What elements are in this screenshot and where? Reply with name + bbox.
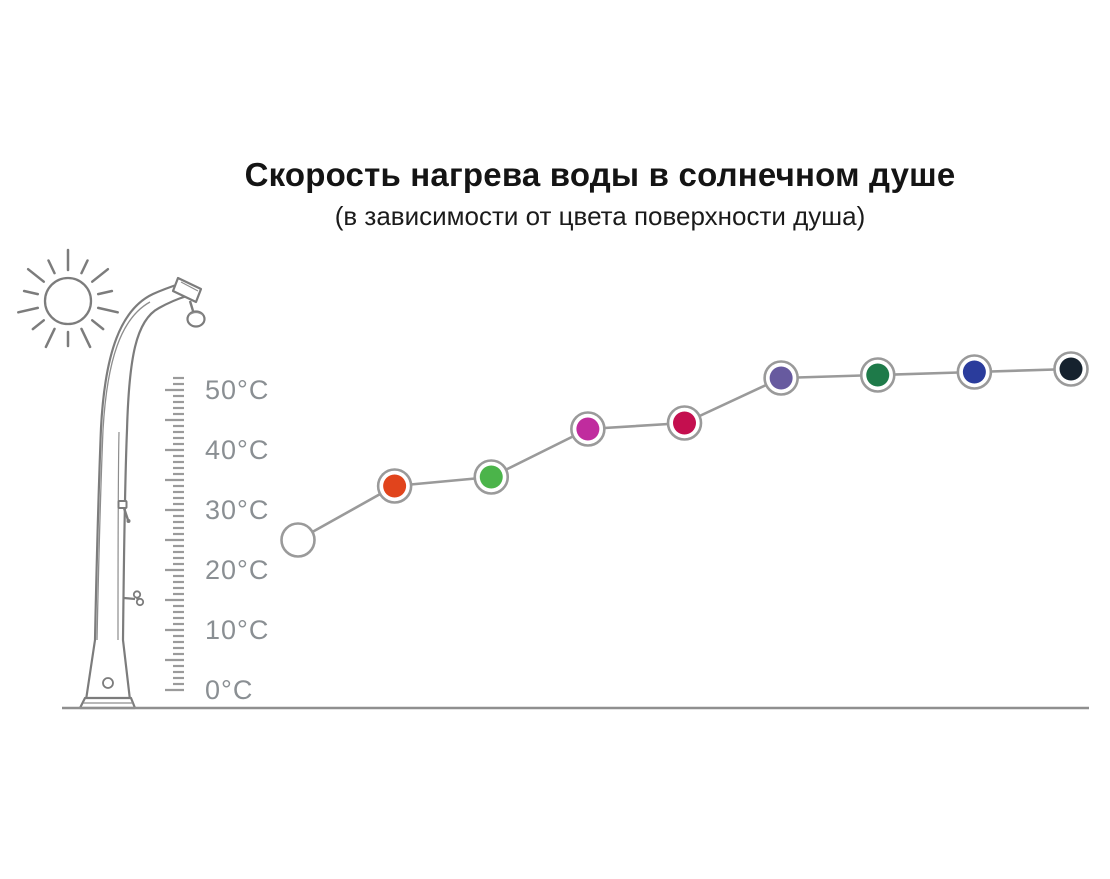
shower-inner-line-right (117, 431, 120, 641)
data-point-crimson (666, 405, 703, 441)
sun-rays (17, 248, 119, 349)
marker-fill (576, 417, 600, 441)
temperature-ruler (165, 376, 184, 692)
solar-shower-illustration (78, 276, 206, 710)
marker-fill (866, 363, 890, 387)
temperature-tick-label: 30°C (205, 495, 269, 525)
shower-drain-detail (102, 677, 114, 689)
marker-fill (962, 360, 986, 384)
marker-fill (383, 474, 407, 498)
shower-top-cap (171, 276, 203, 304)
shower-tap-upper (117, 500, 131, 523)
marker-fill (673, 411, 696, 435)
temperature-tick-label: 10°C (205, 615, 269, 645)
marker-fill (769, 366, 793, 390)
title-block: Скорость нагрева воды в солнечном душе (… (90, 156, 1110, 232)
sun-icon (17, 248, 119, 349)
temperature-scale-labels: 0°C 10°C 20°C 30°C 40°C 50°C (205, 375, 269, 705)
shower-valve-lower (123, 590, 145, 607)
temperature-tick-label: 0°C (205, 675, 253, 705)
data-point-royal-blue (956, 354, 993, 390)
sun-ray (80, 259, 89, 275)
sun-ray (96, 306, 119, 314)
shower-cap-detail (180, 281, 199, 292)
marker-fill (1059, 357, 1083, 381)
data-point-green (473, 459, 510, 495)
sun-ray (47, 259, 56, 275)
chart-subtitle: (в зависимости от цвета поверхности душа… (334, 201, 866, 231)
marker-fill (479, 465, 503, 489)
shower-head-icon (186, 310, 206, 328)
marker-fill (286, 528, 310, 552)
sun-disc (43, 276, 93, 326)
shower-head-detail (188, 311, 204, 316)
sun-ray (26, 267, 46, 283)
chart-title: Скорость нагрева воды в солнечном душе (244, 156, 956, 193)
temperature-tick-label: 20°C (205, 555, 269, 585)
shower-inner-line-left (96, 301, 151, 641)
sun-ray (90, 319, 105, 331)
sun-ray (22, 289, 40, 296)
sun-ray (90, 267, 110, 283)
sun-ray (80, 327, 92, 349)
sun-ray (96, 289, 114, 296)
data-point-black-navy (1053, 351, 1089, 387)
sun-ray (44, 327, 56, 349)
sun-ray (31, 319, 46, 331)
heating-line (297, 367, 1072, 542)
data-point-dark-green (859, 357, 896, 393)
data-point-white (280, 522, 316, 558)
data-point-violet (763, 360, 799, 396)
data-point-orange-red (376, 468, 413, 504)
sun-ray (17, 306, 40, 314)
data-point-magenta (570, 411, 606, 447)
shower-head-neck (188, 300, 195, 312)
temperature-tick-label: 40°C (205, 435, 269, 465)
heating-curve (280, 351, 1089, 558)
temperature-tick-label: 50°C (205, 375, 269, 405)
